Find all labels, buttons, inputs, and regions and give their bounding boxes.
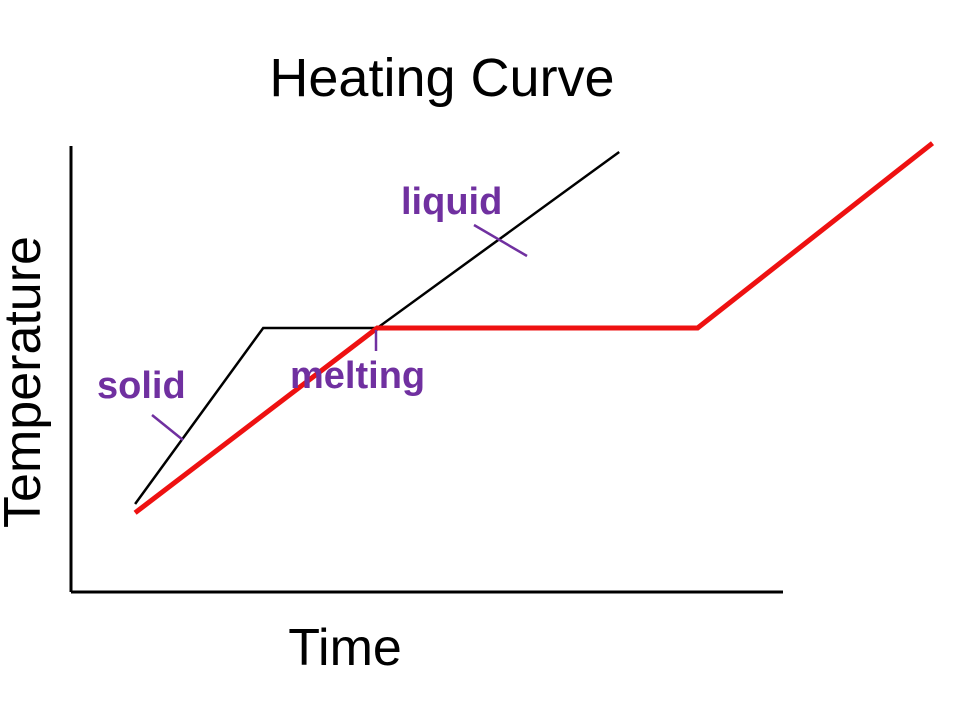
liquid-leader-line — [473, 223, 528, 258]
annotation-solid: solid — [97, 365, 186, 407]
annotation-liquid: liquid — [401, 181, 502, 223]
chart-title: Heating Curve — [269, 48, 614, 108]
solid-leader-line — [151, 414, 184, 441]
red-curve — [133, 141, 935, 515]
x-axis-title: Time — [288, 619, 402, 677]
series-layer — [133, 141, 935, 515]
annotation-melting: melting — [290, 355, 425, 397]
y-axis-title: Temperature — [0, 236, 52, 528]
